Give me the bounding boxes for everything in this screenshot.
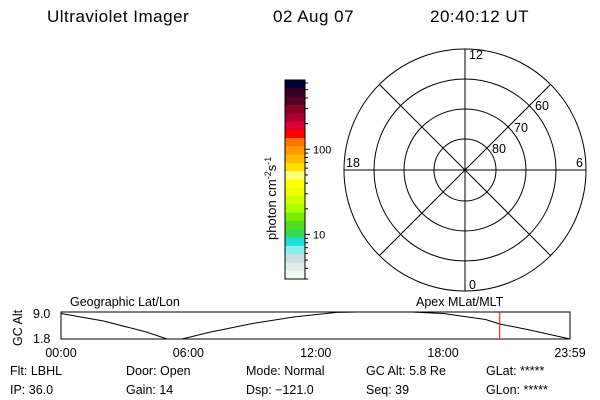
colorbar-band xyxy=(285,237,305,247)
colorbar-band xyxy=(285,204,305,214)
colorbar-label: photon cm-2s-1 xyxy=(263,157,279,240)
colorbar-band xyxy=(285,88,305,98)
colorbar-band xyxy=(285,113,305,122)
colorbar-band xyxy=(285,129,305,139)
polar-plot xyxy=(343,48,587,292)
colorbar-band xyxy=(285,104,305,114)
altitude-curve xyxy=(60,311,571,340)
y-axis-label: GC Alt xyxy=(11,309,25,346)
colorbar-band xyxy=(285,245,305,255)
colorbar-band xyxy=(285,171,305,180)
colorbar-band xyxy=(285,270,305,280)
lat-label-70: 70 xyxy=(514,121,528,135)
xtick-label: 23:59 xyxy=(554,346,585,360)
colorbar-band xyxy=(285,154,305,164)
time-label: 20:40:12 UT xyxy=(430,7,530,26)
gc-alt-info: GC Alt: 5.8 Re xyxy=(366,364,446,378)
diagonal-2 xyxy=(379,84,551,256)
mlt-label-6: 6 xyxy=(576,156,583,170)
colorbar-band xyxy=(285,80,305,89)
colorbar-band xyxy=(285,146,305,156)
lat-label-80: 80 xyxy=(492,142,506,156)
colorbar-band xyxy=(285,196,305,205)
xtick-label: 06:00 xyxy=(173,346,204,360)
mlt-label-18: 18 xyxy=(346,156,360,170)
colorbar-band xyxy=(285,262,305,272)
colorbar-band xyxy=(285,121,305,131)
colorbar-tick-label: 100 xyxy=(313,144,331,156)
coord-label: Apex MLat/MLT xyxy=(416,295,504,309)
glon-info: GLon: ***** xyxy=(486,383,548,397)
ytick-top: 9.0 xyxy=(33,307,50,321)
dsp-info: Dsp: −121.0 xyxy=(246,383,314,397)
filter-info: Flt: LBHL xyxy=(10,364,63,378)
mlt-label-12: 12 xyxy=(469,48,483,62)
geographic-label: Geographic Lat/Lon xyxy=(70,295,180,309)
colorbar-band xyxy=(285,220,305,230)
ytick-bottom: 1.8 xyxy=(33,332,50,346)
date-label: 02 Aug 07 xyxy=(273,7,355,26)
colorbar-band xyxy=(285,162,305,172)
colorbar-band xyxy=(285,138,305,147)
gain-info: Gain: 14 xyxy=(126,383,174,397)
xtick-label: 18:00 xyxy=(427,346,458,360)
glat-info: GLat: ***** xyxy=(486,364,545,378)
xtick-label: 12:00 xyxy=(300,346,331,360)
mlt-label-0: 0 xyxy=(469,278,476,292)
colorbar-band xyxy=(285,179,305,189)
colorbar-tick-label: 10 xyxy=(313,229,325,241)
colorbar-band xyxy=(285,187,305,197)
colorbar-band xyxy=(285,229,305,239)
seq-info: Seq: 39 xyxy=(366,383,410,397)
colorbar-band xyxy=(285,212,305,222)
colorbar-band xyxy=(285,254,305,263)
instrument-title: Ultraviolet Imager xyxy=(47,7,190,26)
colorbar-frame xyxy=(284,79,306,280)
mode-info: Mode: Normal xyxy=(246,364,325,378)
colorbar: 100 10 xyxy=(284,79,331,280)
lat-label-60: 60 xyxy=(535,99,549,113)
ip-info: IP: 36.0 xyxy=(10,383,54,397)
altitude-timeline xyxy=(60,311,571,340)
door-info: Door: Open xyxy=(126,364,191,378)
colorbar-band xyxy=(285,96,305,106)
xtick-label: 00:00 xyxy=(45,346,76,360)
